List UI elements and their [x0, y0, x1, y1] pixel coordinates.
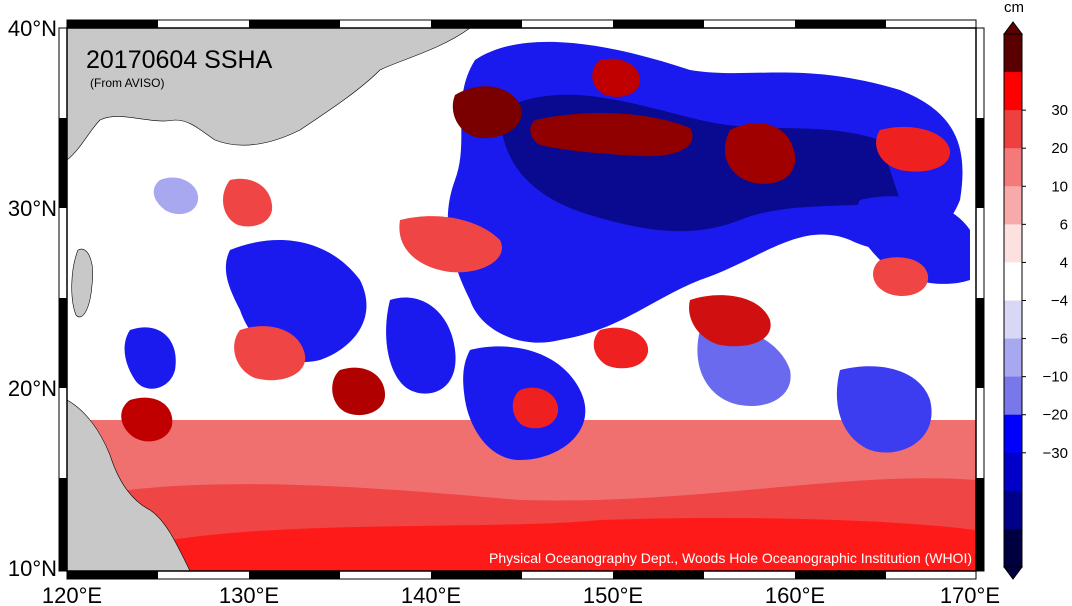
colorbar-band — [1004, 528, 1022, 568]
colorbar-bottom-arrow — [1003, 566, 1023, 580]
x-tick-label: 130°E — [219, 583, 279, 606]
colorbar-tick-label: 20 — [1051, 140, 1068, 157]
y-axis-labels: 40°N 30°N 20°N 10°N — [8, 16, 57, 581]
colorbar-tick-label: 30 — [1051, 102, 1068, 119]
x-tick-label: 120°E — [42, 583, 102, 606]
y-tick-label: 30°N — [8, 196, 57, 221]
colorbar: 30 20 10 6 4 −4 −6 −10 −20 −30 — [1003, 21, 1068, 580]
x-tick-label: 150°E — [583, 583, 643, 606]
colorbar-tick-label: −6 — [1051, 331, 1068, 348]
colorbar-band — [1004, 376, 1022, 416]
colorbar-tick-label: −20 — [1043, 407, 1068, 424]
map-plot-area: 20170604 SSHA (From AVISO) Physical Ocea… — [67, 28, 976, 571]
colorbar-band — [1004, 452, 1022, 492]
southern-peak-positive-band — [170, 518, 976, 571]
colorbar-tick-label: −4 — [1051, 293, 1068, 310]
colorbar-tick-label: 6 — [1060, 216, 1068, 233]
colorbar-band — [1004, 72, 1022, 111]
x-axis-labels: 120°E 130°E 140°E 150°E 160°E 170°E — [42, 583, 1000, 606]
colorbar-tick-label: 10 — [1051, 178, 1068, 195]
colorbar-tick-label: −10 — [1043, 369, 1068, 386]
map-frame — [58, 19, 985, 580]
colorbar-band — [1004, 414, 1022, 454]
credit-line: Physical Oceanography Dept., Woods Hole … — [489, 550, 972, 566]
x-tick-label: 170°E — [940, 583, 1000, 606]
philippines-landmass — [67, 399, 191, 571]
colorbar-tick-label: −30 — [1043, 445, 1068, 462]
x-tick-label: 140°E — [401, 583, 461, 606]
east-asia-landmass — [67, 28, 471, 161]
colorbar-band — [1004, 490, 1022, 530]
taiwan-island — [71, 248, 93, 318]
source-note: (From AVISO) — [90, 76, 164, 90]
map-title: 20170604 SSHA — [86, 46, 273, 74]
x-tick-label: 160°E — [765, 583, 825, 606]
y-tick-label: 40°N — [8, 16, 57, 41]
colorbar-unit: cm — [1004, 0, 1024, 16]
colorbar-band — [1004, 338, 1022, 378]
y-tick-label: 20°N — [8, 376, 57, 401]
colorbar-band — [1004, 34, 1022, 73]
colorbar-band — [1004, 148, 1022, 187]
colorbar-band — [1004, 186, 1022, 225]
colorbar-band — [1004, 300, 1022, 340]
colorbar-top-arrow — [1003, 21, 1023, 35]
eddy-field — [121, 41, 970, 460]
colorbar-band — [1004, 262, 1022, 301]
colorbar-band — [1004, 224, 1022, 263]
colorbar-tick-label: 4 — [1060, 254, 1068, 271]
y-tick-label: 10°N — [8, 556, 57, 581]
colorbar-band — [1004, 110, 1022, 149]
